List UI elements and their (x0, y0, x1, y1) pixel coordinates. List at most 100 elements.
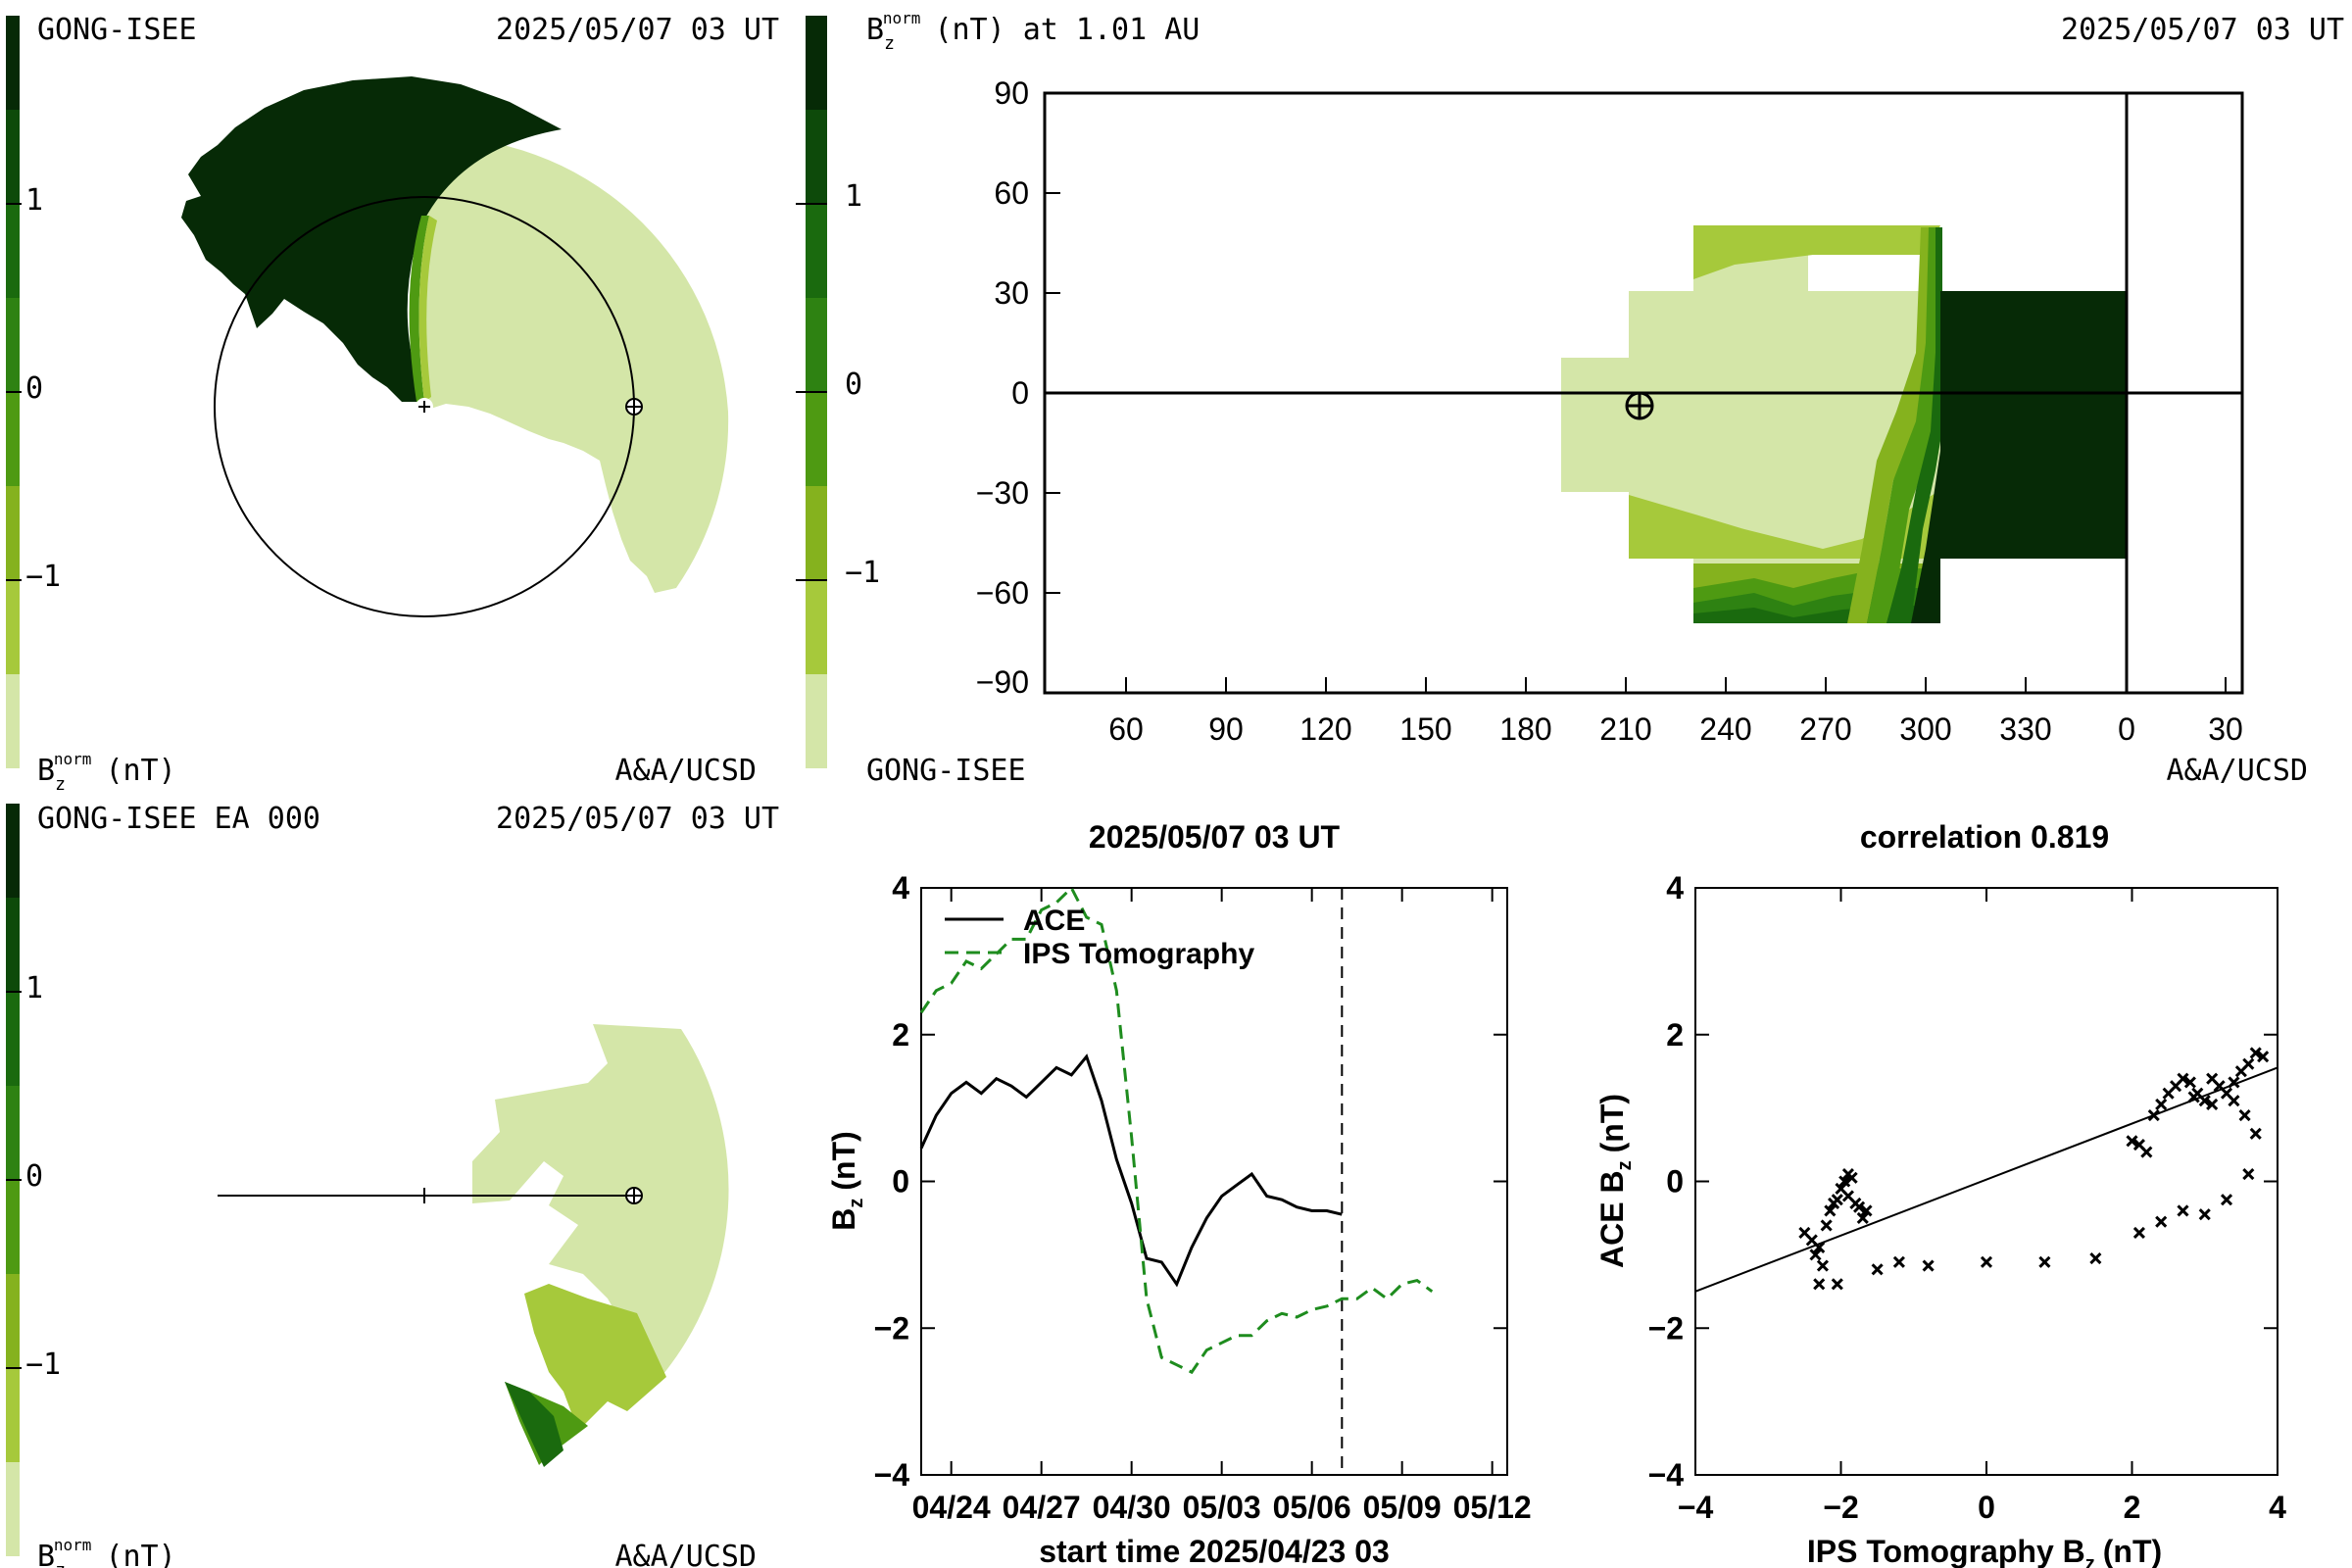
solar-wind-field (181, 76, 729, 593)
scatter-point (1841, 1167, 1854, 1181)
x-tick-label: 90 (1208, 711, 1244, 747)
scatter-point (1980, 1255, 1993, 1268)
x-tick-label: 05/09 (1363, 1490, 1442, 1525)
synoptic-x-ticks (1125, 677, 2227, 693)
synoptic-source: GONG-ISEE (866, 754, 1026, 788)
x-tick-label: 0 (1978, 1490, 1995, 1525)
synoptic-field (1561, 225, 2127, 623)
scatter-point (2198, 1208, 2211, 1221)
chart-title: correlation 0.819 (1860, 819, 2109, 855)
scatter-point (2257, 1051, 2270, 1063)
scatter-point (2155, 1098, 2168, 1110)
x-tick-label: 4 (2269, 1490, 2286, 1525)
colorbar-title: Bznorm(nT) (37, 1536, 176, 1568)
x-tick-label: 240 (1699, 711, 1751, 747)
scatter-point (2089, 1252, 2102, 1265)
time-series-chart: 2025/05/07 03 UT start time 2025/04/23 0… (826, 819, 1532, 1568)
x-tick-label: 180 (1499, 711, 1551, 747)
y-tick-label: 2 (1666, 1017, 1684, 1053)
scatter-point (2249, 1047, 2262, 1059)
y-tick-label: −60 (976, 575, 1029, 611)
scatter-point (2132, 1226, 2145, 1239)
synoptic-timestamp: 2025/05/07 03 UT (2061, 13, 2344, 47)
y-tick-label: −4 (1648, 1457, 1685, 1493)
colorbar-mid (796, 16, 827, 768)
map-timestamp: 2025/05/07 03 UT (496, 13, 779, 47)
colorbar-tick: −1 (25, 560, 61, 594)
earth-marker (625, 1187, 643, 1204)
map-timestamp: 2025/05/07 03 UT (496, 802, 779, 836)
x-tick-label: 120 (1299, 711, 1351, 747)
scatter-point (2140, 1146, 2153, 1158)
x-tick-label: 60 (1108, 711, 1144, 747)
y-tick-label: −2 (1648, 1310, 1684, 1346)
x-tick-label: −2 (1823, 1490, 1858, 1525)
chart-axes: 04/24 04/27 04/30 05/03 05/06 05/09 05/12 4 2 0 −2… (874, 870, 1532, 1525)
x-tick-label: 05/06 (1273, 1490, 1351, 1525)
x-tick-label: 04/24 (912, 1490, 991, 1525)
x-tick-label: 270 (1799, 711, 1851, 747)
y-tick-label: 90 (994, 75, 1029, 111)
scatter-point (2187, 1091, 2200, 1103)
synoptic-credit: A&A/UCSD (2167, 754, 2309, 788)
y-tick-label: 0 (1011, 375, 1029, 411)
x-tick-label: 0 (2118, 711, 2135, 747)
y-tick-label: 4 (1666, 870, 1684, 906)
chart-title: 2025/05/07 03 UT (1089, 819, 1341, 855)
y-axis-label: ACE Bz(nT) (1594, 1094, 1636, 1268)
scatter-point (2183, 1076, 2196, 1089)
solar-wind-field (472, 1024, 729, 1467)
colorbar-tick: 0 (25, 1159, 43, 1194)
y-tick-label: 30 (994, 275, 1029, 311)
x-tick-label: 04/27 (1003, 1490, 1081, 1525)
chart-points (1694, 1047, 2278, 1293)
scatter-point (1813, 1241, 1826, 1253)
scatter-point (2228, 1095, 2240, 1107)
synoptic-map-panel: 1 0 −1 Bznorm (nT) at 1.01 AU 2025/05/07 … (796, 9, 2344, 788)
scatter-point (1831, 1278, 1843, 1291)
x-tick-label: 05/03 (1183, 1490, 1261, 1525)
scatter-point (1871, 1263, 1884, 1276)
x-tick-label: 150 (1399, 711, 1451, 747)
colorbar-left-top (6, 16, 22, 768)
earth-marker (1625, 391, 1654, 420)
y-tick-label: −90 (976, 664, 1029, 700)
colorbar-tick: 0 (845, 368, 862, 402)
synoptic-y-ticks (1045, 92, 1060, 694)
scatter-point (2220, 1194, 2233, 1206)
y-tick-label: −4 (874, 1457, 910, 1493)
y-tick-label: 0 (1666, 1164, 1684, 1200)
scatter-point (2177, 1204, 2189, 1217)
y-tick-label: −30 (976, 475, 1029, 511)
scatter-point (1922, 1259, 1935, 1272)
map-credit: A&A/UCSD (615, 1540, 758, 1568)
colorbar-tick: −1 (845, 556, 880, 590)
x-tick-label: 330 (1999, 711, 2051, 747)
scatter-point (2242, 1057, 2255, 1070)
scatter-point (1892, 1255, 1905, 1268)
scatter-point (2038, 1255, 2051, 1268)
series-line-ace (919, 1054, 1343, 1288)
map-source-label: GONG-ISEE (37, 13, 197, 47)
colorbar-tick: 1 (25, 183, 43, 218)
colorbar-left-bottom (6, 804, 22, 1556)
x-tick-label: 300 (1899, 711, 1951, 747)
synoptic-title: Bznorm (nT) at 1.01 AU (866, 9, 1200, 54)
colorbar-tick: −1 (25, 1348, 61, 1382)
scatter-point (1824, 1204, 1837, 1217)
scatter-point (2242, 1167, 2255, 1181)
colorbar-tick: 1 (845, 179, 862, 214)
scatter-point (1813, 1278, 1826, 1291)
scatter-point (1820, 1219, 1833, 1232)
chart-axes: −4 −2 0 2 4 4 2 0 −2 −4 (1648, 870, 2287, 1525)
x-tick-label: 05/12 (1453, 1490, 1532, 1525)
scatter-point (2155, 1215, 2168, 1228)
x-axis-label: start time 2025/04/23 03 (1039, 1534, 1390, 1568)
meridional-map-panel: 1 0 −1 GONG-ISEE EA 000 2025/05/07 03 UT… (6, 802, 779, 1568)
colorbar-tick: 0 (25, 371, 43, 406)
scatter-point (1860, 1204, 1873, 1217)
scatter-chart: correlation 0.819 IPS Tomography Bz (nT) … (1594, 819, 2286, 1568)
series-line-ips-tomography (919, 885, 1434, 1375)
y-tick-label: 2 (892, 1017, 909, 1053)
